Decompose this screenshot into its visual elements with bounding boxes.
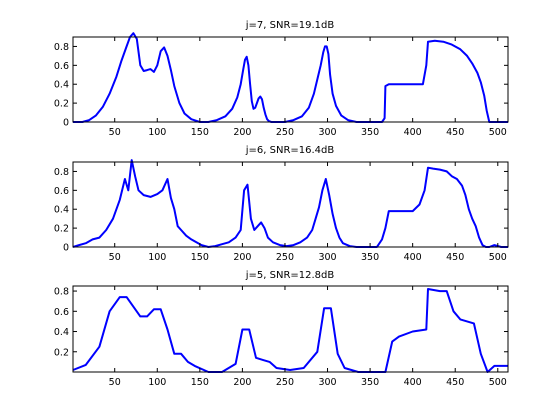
plot-area bbox=[72, 285, 509, 373]
subplot-j5: j=5, SNR=12.8dB 50 100 150 200 250 300 350 400 4… bbox=[54, 270, 509, 388]
y-tick-label: 0.4 bbox=[54, 80, 69, 91]
y-tick-label: 0.6 bbox=[54, 307, 69, 318]
subplot-title: j=5, SNR=12.8dB bbox=[245, 270, 335, 281]
x-tick-label: 300 bbox=[318, 377, 336, 388]
x-tick-label: 200 bbox=[233, 377, 251, 388]
x-tick-label: 400 bbox=[404, 127, 422, 138]
axis-border bbox=[72, 36, 509, 123]
subplot-j6: j=6, SNR=16.4dB 50 100 150 200 250 300 350 400 4… bbox=[54, 145, 509, 263]
x-tick-label: 250 bbox=[276, 252, 294, 263]
y-tick-label: 0.8 bbox=[54, 287, 69, 298]
subplot-title: j=6, SNR=16.4dB bbox=[245, 145, 335, 156]
x-tick-label: 150 bbox=[191, 377, 209, 388]
y-tick-label: 0 bbox=[63, 118, 69, 129]
x-tick-label: 100 bbox=[148, 127, 166, 138]
x-tick-label: 50 bbox=[109, 377, 121, 388]
x-tick-label: 450 bbox=[446, 127, 464, 138]
x-tick-label: 450 bbox=[446, 377, 464, 388]
y-tick-label: 0.4 bbox=[54, 205, 69, 216]
y-tick-label: 0.8 bbox=[54, 167, 69, 178]
x-tick-label: 50 bbox=[109, 127, 121, 138]
x-tick-label: 500 bbox=[489, 377, 507, 388]
y-tick-label: 0.8 bbox=[54, 42, 69, 53]
y-tick-label: 0.6 bbox=[54, 61, 69, 72]
y-tick-label: 0.2 bbox=[54, 224, 69, 235]
x-tick-label: 350 bbox=[361, 377, 379, 388]
x-tick-label: 450 bbox=[446, 252, 464, 263]
subplot-title: j=7, SNR=19.1dB bbox=[245, 20, 335, 31]
x-tick-label: 250 bbox=[276, 127, 294, 138]
x-tick-label: 150 bbox=[191, 252, 209, 263]
plot-area bbox=[72, 36, 509, 123]
x-tick-label: 50 bbox=[109, 252, 121, 263]
x-tick-label: 100 bbox=[148, 252, 166, 263]
x-tick-label: 100 bbox=[148, 377, 166, 388]
series-line bbox=[72, 288, 508, 373]
y-tick-label: 0.2 bbox=[54, 99, 69, 110]
x-tick-label: 400 bbox=[404, 377, 422, 388]
x-tick-label: 200 bbox=[233, 127, 251, 138]
x-tick-label: 500 bbox=[489, 252, 507, 263]
plot-area bbox=[72, 161, 509, 248]
x-tick-label: 500 bbox=[489, 127, 507, 138]
y-tick-label: 0.2 bbox=[54, 347, 69, 358]
x-tick-label: 350 bbox=[361, 127, 379, 138]
series-line bbox=[72, 159, 508, 248]
x-tick-label: 300 bbox=[318, 127, 336, 138]
x-tick-label: 400 bbox=[404, 252, 422, 263]
x-tick-label: 150 bbox=[191, 127, 209, 138]
y-tick-label: 0 bbox=[63, 243, 69, 254]
x-tick-label: 350 bbox=[361, 252, 379, 263]
y-tick-label: 0.6 bbox=[54, 186, 69, 197]
y-tick-label: 0.4 bbox=[54, 327, 69, 338]
series-line bbox=[73, 32, 508, 123]
x-tick-label: 300 bbox=[318, 252, 336, 263]
x-tick-label: 250 bbox=[276, 377, 294, 388]
axis-border bbox=[72, 285, 509, 373]
subplot-j7: j=7, SNR=19.1dB 50 100 150 200 250 300 350 400 4… bbox=[54, 20, 509, 138]
x-tick-label: 200 bbox=[233, 252, 251, 263]
axis-border bbox=[72, 161, 509, 248]
